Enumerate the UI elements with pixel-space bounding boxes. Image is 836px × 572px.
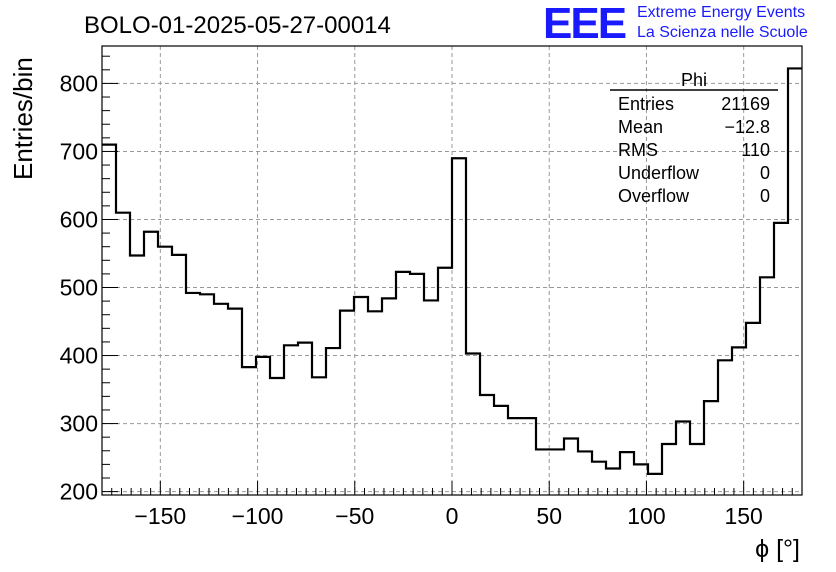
grid [102,46,802,495]
x-tick-label: −100 [232,503,284,529]
x-axis-label: ϕ [°] [755,535,800,563]
chart-title: BOLO-01-2025-05-27-00014 [84,12,391,39]
y-tick-label: 800 [60,70,98,96]
stats-label-overflow: Overflow [618,186,690,206]
x-tick-label: −50 [335,503,374,529]
y-tick-label: 200 [60,479,98,505]
y-axis-label: Entries/bin [8,57,38,180]
stats-title: Phi [681,70,707,90]
stats-value-underflow: 0 [760,163,770,183]
axis-ticks [102,55,793,495]
y-tick-labels: 200 300 400 500 600 700 800 [60,70,98,504]
x-tick-label: 150 [724,503,762,529]
stats-value-rms: 110 [741,140,770,160]
y-tick-label: 500 [60,275,98,301]
stats-label-mean: Mean [618,117,663,137]
stats-label-entries: Entries [618,94,674,114]
histogram-series-phi [102,67,802,476]
y-tick-label: 600 [60,206,98,232]
y-tick-label: 300 [60,411,98,437]
eee-tagline-1: Extreme Energy Events [637,4,806,21]
y-tick-label: 700 [60,138,98,164]
stats-value-mean: −12.8 [724,117,770,137]
stats-label-rms: RMS [618,140,658,160]
x-tick-label: 100 [627,503,665,529]
x-tick-label: 0 [446,503,459,529]
stats-value-entries: 21169 [721,94,770,114]
stats-box: Phi Entries 21169 Mean −12.8 RMS 110 Und… [610,70,778,206]
stats-value-overflow: 0 [760,186,770,206]
x-tick-labels: −150 −100 −50 0 50 100 150 [134,503,762,529]
x-tick-label: −150 [134,503,186,529]
eee-logo: EEE [543,0,627,48]
x-tick-label: 50 [536,503,562,529]
eee-tagline-2: La Scienza nelle Scuole [637,24,808,41]
y-tick-label: 400 [60,343,98,369]
stats-label-underflow: Underflow [618,163,700,183]
